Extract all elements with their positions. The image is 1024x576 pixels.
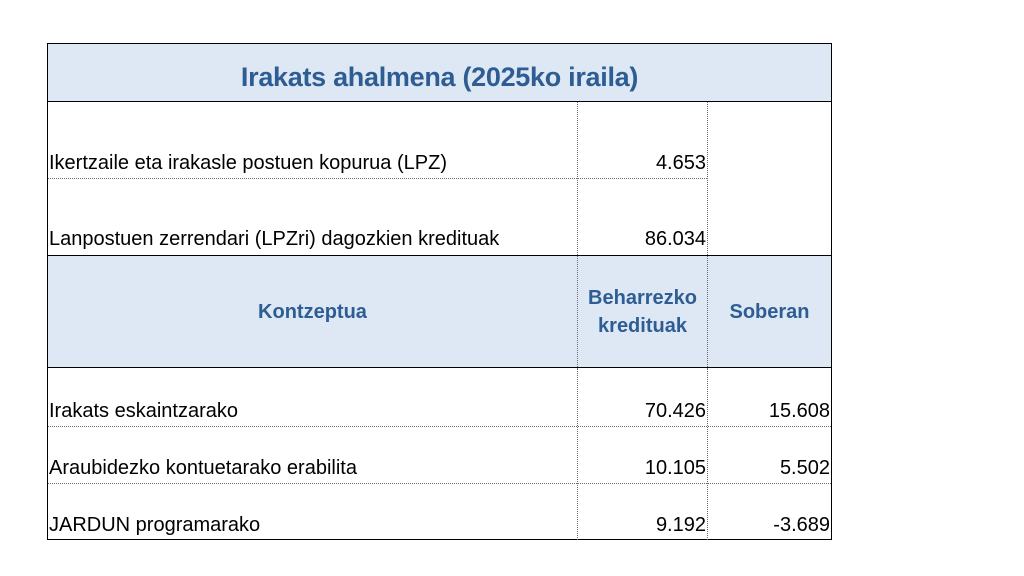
row-divider [48,178,707,179]
summary-label-positions: Ikertzaile eta irakasle postuen kopurua … [49,152,447,174]
summary-label-credits: Lanpostuen zerrendari (LPZri) dagozkien … [49,228,500,250]
column-divider [577,256,578,367]
title-band: Irakats ahalmena (2025ko iraila) [48,44,831,102]
summary-value-positions: 4.653 [655,152,706,174]
row-concept: JARDUN programarako [49,514,261,536]
column-divider [577,368,578,540]
column-divider [707,256,708,367]
header-required: Beharrezko kredituak [578,284,707,340]
row-divider [48,426,831,427]
header-required-line1: Beharrezko [588,287,697,309]
row-concept: Irakats eskaintzarako [49,400,238,422]
row-surplus: -3.689 [773,514,830,536]
header-surplus: Soberan [729,301,810,323]
summary-value-credits: 86.034 [644,228,706,250]
row-required: 70.426 [644,400,706,422]
column-divider [707,368,708,540]
capacity-table: Irakats ahalmena (2025ko iraila) Ikertza… [47,43,832,540]
header-required-line2: kredituak [598,315,687,337]
row-surplus: 15.608 [768,400,830,422]
row-surplus: 5.502 [779,457,830,479]
header-concept: Kontzeptua [258,301,367,323]
row-divider [48,483,831,484]
row-concept: Araubidezko kontuetarako erabilita [49,457,357,479]
row-required: 10.105 [644,457,706,479]
table-title: Irakats ahalmena (2025ko iraila) [240,62,639,92]
column-divider [707,102,708,255]
header-band: Kontzeptua Beharrezko kredituak Soberan [48,255,831,368]
row-required: 9.192 [655,514,706,536]
